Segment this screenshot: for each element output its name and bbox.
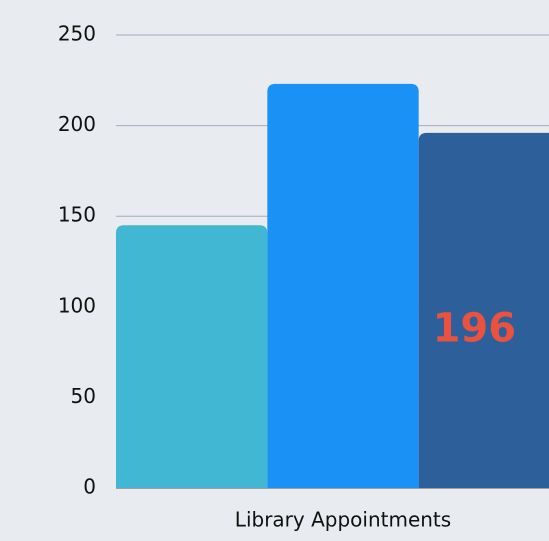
bar	[267, 83, 419, 488]
bar	[116, 225, 268, 488]
x-tick-label: Library Appointments	[235, 508, 451, 532]
y-tick-label: 150	[58, 203, 96, 227]
y-tick-label: 50	[71, 384, 96, 408]
bar	[418, 132, 549, 488]
y-tick-label: 0	[83, 475, 96, 499]
data-label: 196	[433, 305, 517, 351]
y-tick-label: 100	[58, 293, 96, 317]
y-tick-label: 200	[58, 112, 96, 136]
y-tick-label: 250	[58, 22, 96, 46]
